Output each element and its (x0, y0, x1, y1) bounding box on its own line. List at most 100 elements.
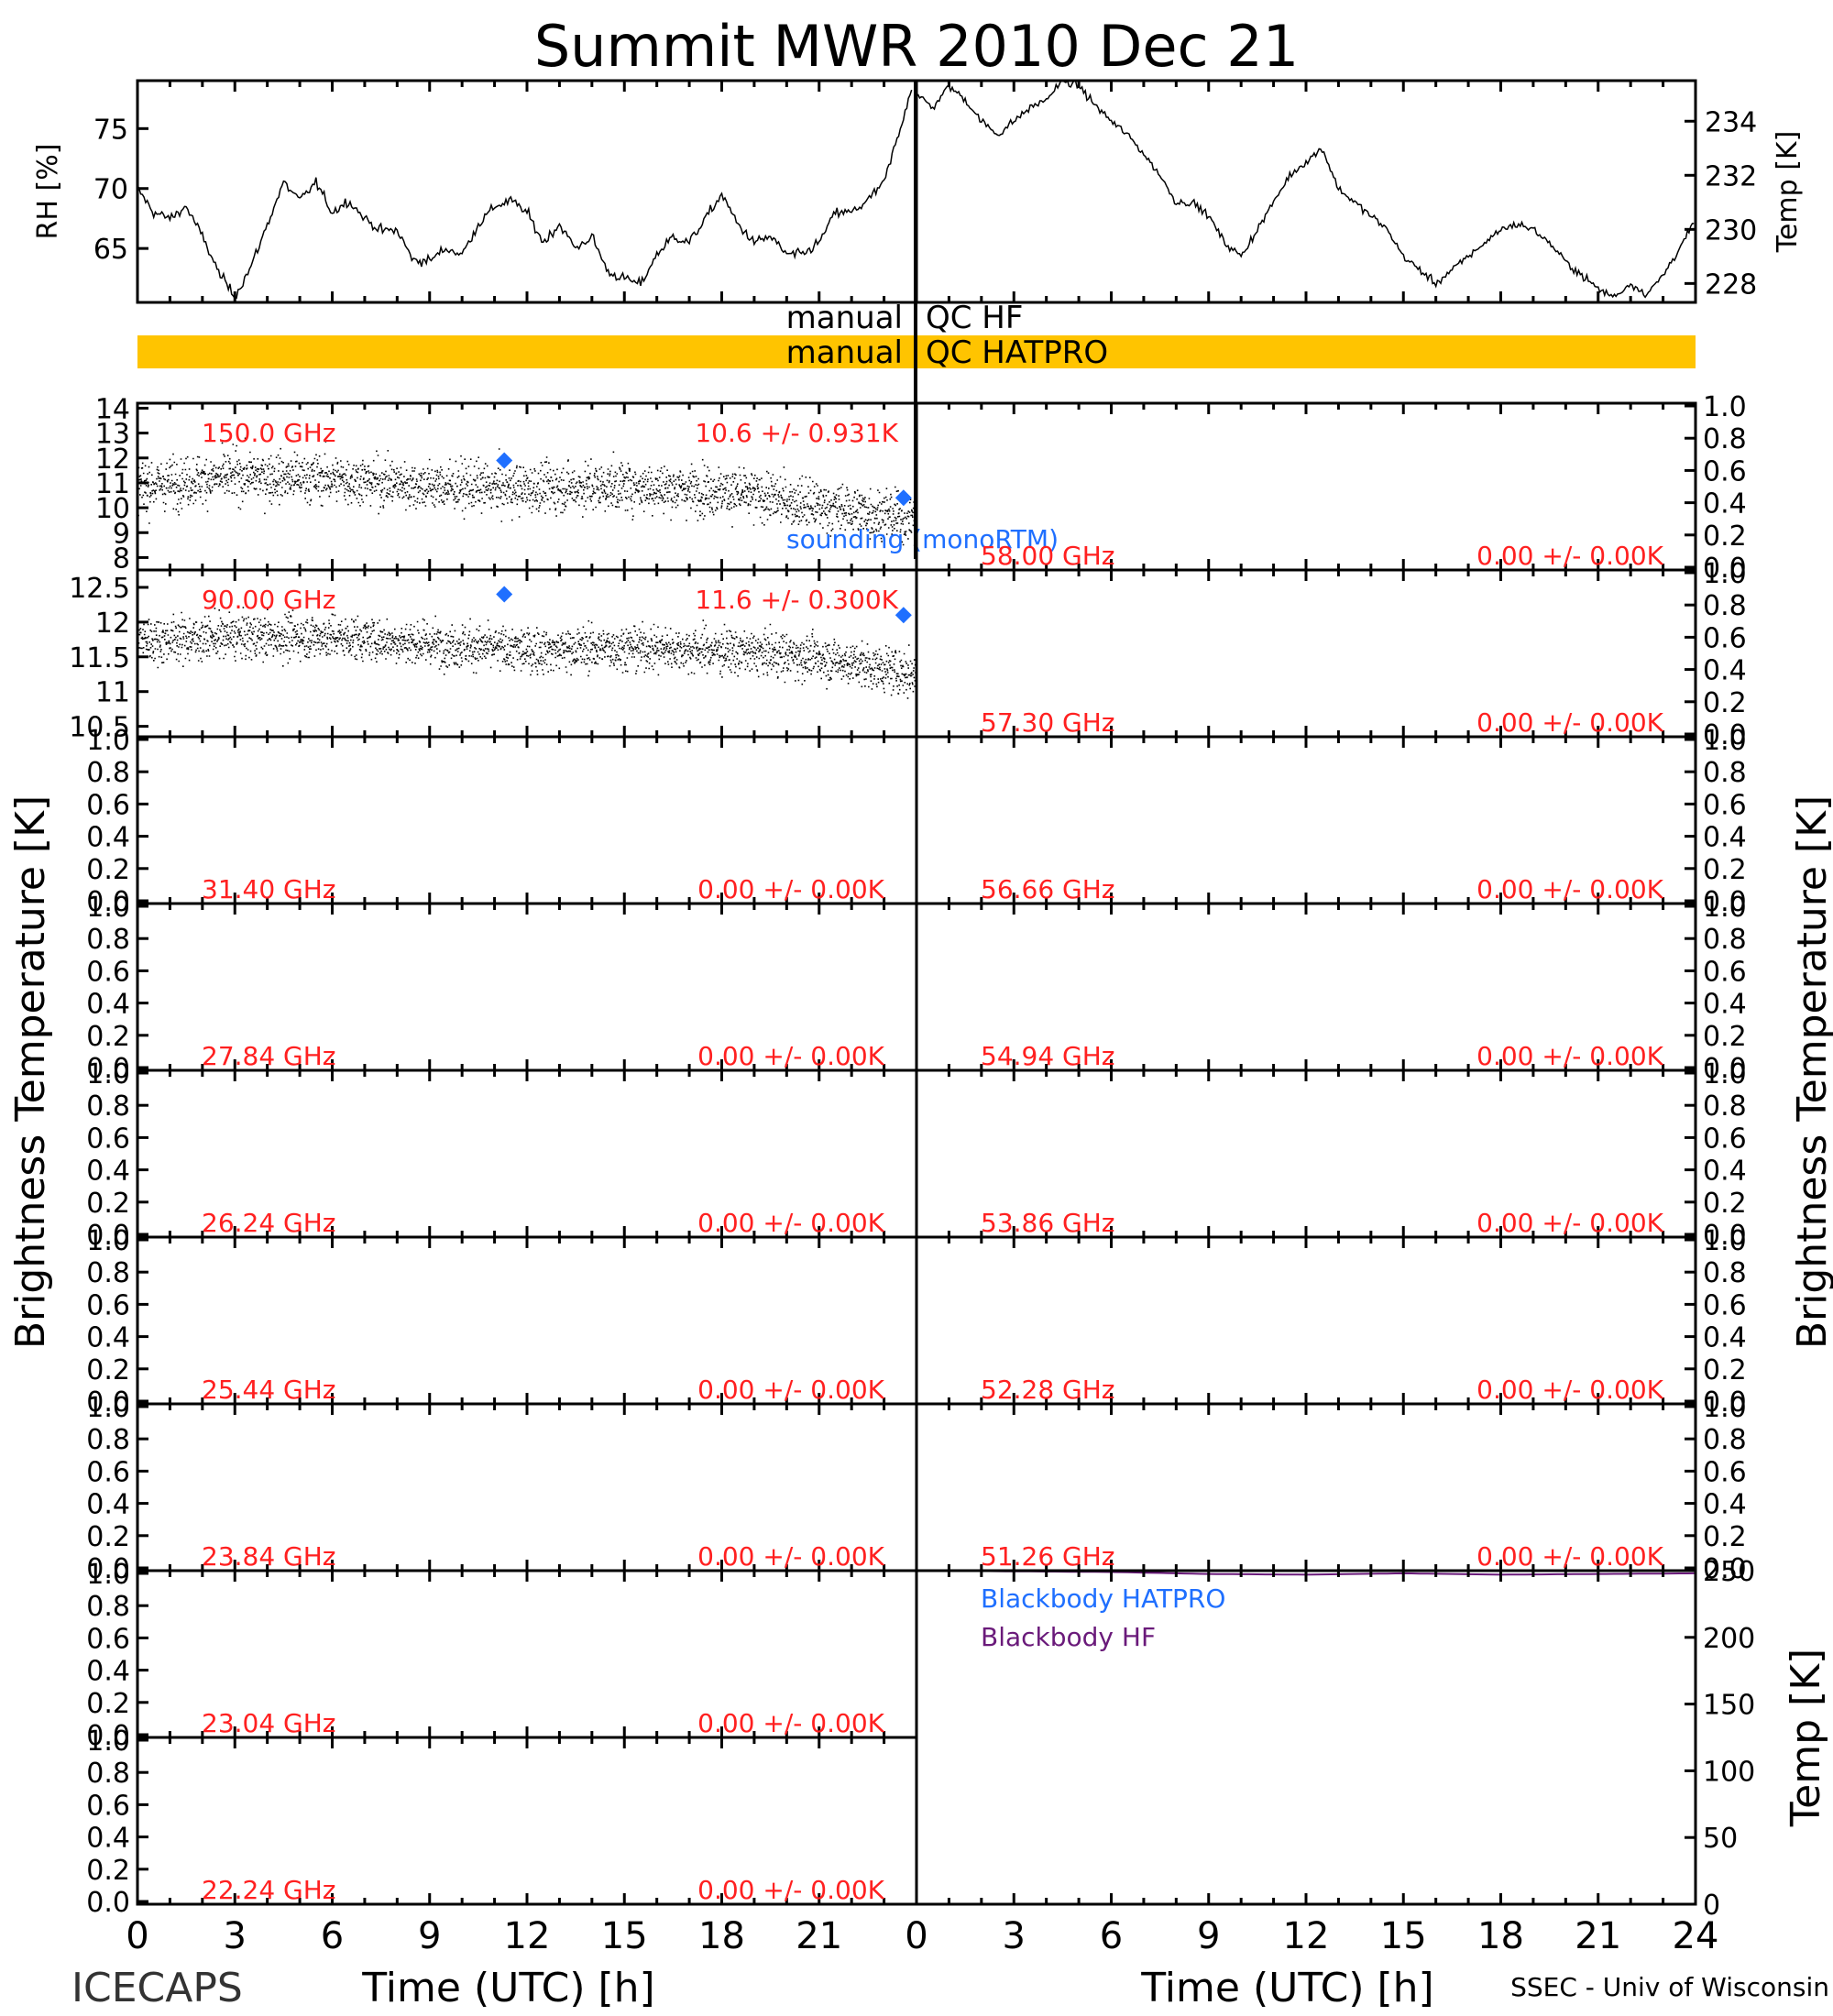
x-tick-label: 3 (1003, 1915, 1026, 1957)
right-panel-0-ytick-label: 0.4 (1703, 488, 1747, 520)
ch_150-ytick-label: 14 (95, 393, 130, 425)
left-panel-2-ytick-label: 1.0 (86, 1058, 130, 1090)
right-panel-freq-label: 53.86 GHz (981, 1208, 1115, 1238)
right-panel-0-ytick-label: 0.8 (1703, 423, 1747, 455)
left-panel-freq-label: 26.24 GHz (202, 1208, 336, 1238)
left-panel-freq-label: 31.40 GHz (202, 874, 336, 904)
left-panel-5-ytick-label: 0.2 (86, 1688, 130, 1720)
ch_90-ytick-label: 11 (95, 677, 130, 709)
blackbody-hf-legend: Blackbody HF (981, 1622, 1156, 1652)
left-panel-0-ytick-label: 0.4 (86, 822, 130, 854)
bt-ylabel-left: Brightness Temperature [K] (7, 795, 54, 1349)
left-panel-0-ytick-label: 0.2 (86, 854, 130, 886)
left-panel-stats-label: 0.00 +/- 0.00K (697, 1541, 884, 1572)
right-panel-0-ytick-label: 0.6 (1703, 455, 1747, 488)
blackbody-ytick-label: 200 (1703, 1623, 1755, 1655)
right-panel-stats-label: 0.00 +/- 0.00K (1476, 1041, 1663, 1071)
right-panel-2-ytick-label: 1.0 (1703, 725, 1747, 757)
right-panel-3-ytick-label: 0.4 (1703, 989, 1747, 1021)
left-panel-1-ytick-label: 0.4 (86, 989, 130, 1021)
right-panel-4-ytick-label: 0.0 (1703, 1220, 1747, 1252)
left-panel-0-ytick-label: 0.0 (86, 886, 130, 918)
right-panel-2-ytick-label: 0.4 (1703, 822, 1747, 854)
left-panel-stats-label: 0.00 +/- 0.00K (697, 1208, 884, 1238)
left-panel-freq-label: 22.24 GHz (202, 1875, 336, 1905)
qc-hf-left-label: manual (786, 300, 903, 336)
right-panel-freq-label: 57.30 GHz (981, 707, 1115, 738)
right-panel-2-ytick-label: 0.8 (1703, 757, 1747, 789)
left-panel-0-ytick-label: 0.6 (86, 789, 130, 821)
left-panel-6-ytick-label: 1.0 (86, 1726, 130, 1758)
blackbody-ytick-label: 100 (1703, 1756, 1755, 1788)
x-tick-label: 12 (1283, 1915, 1330, 1957)
blackbody-ytick-label: 0 (1703, 1890, 1720, 1922)
left-panel-5-ytick-label: 0.0 (86, 1720, 130, 1752)
blackbody-ytick-label: 150 (1703, 1690, 1755, 1722)
left-panel-6-ytick-label: 0.6 (86, 1790, 130, 1822)
right-panel-3-ytick-label: 0.2 (1703, 1021, 1747, 1053)
right-panel-5-ytick-label: 0.6 (1703, 1289, 1747, 1321)
right-panel-0-ytick-label: 1.0 (1703, 391, 1747, 423)
temp-ytick-label: 232 (1705, 160, 1757, 192)
right-panel-4-ytick-label: 0.4 (1703, 1156, 1747, 1188)
right-panel-3-ytick-label: 0.0 (1703, 1053, 1747, 1085)
left-panel-5-ytick-label: 0.6 (86, 1623, 130, 1655)
x-tick-label: 9 (418, 1915, 441, 1957)
ch_150-scatter-points (137, 437, 916, 546)
left-panel-3-ytick-label: 1.0 (86, 1225, 130, 1257)
right-panel-stats-label: 0.00 +/- 0.00K (1476, 1375, 1663, 1405)
right-panel-4-ytick-label: 0.8 (1703, 1090, 1747, 1123)
right-panel-5-ytick-label: 0.2 (1703, 1354, 1747, 1386)
ch_150-sounding-marker (496, 452, 513, 469)
right-panel-freq-label: 58.00 GHz (981, 541, 1115, 571)
right-panel-5-ytick-label: 0.0 (1703, 1386, 1747, 1419)
temp-ytick-label: 228 (1705, 268, 1757, 301)
right-panel-6-ytick-label: 0.2 (1703, 1521, 1747, 1553)
left-panel-0-ytick-label: 0.8 (86, 757, 130, 789)
x-tick-label: 24 (1673, 1915, 1719, 1957)
left-panel-2-ytick-label: 0.2 (86, 1188, 130, 1220)
right-panel-freq-label: 56.66 GHz (981, 874, 1115, 904)
left-panel-4-ytick-label: 1.0 (86, 1392, 130, 1424)
rh-ylabel: RH [%] (32, 144, 64, 240)
left-panel-freq-label: 23.84 GHz (202, 1541, 336, 1572)
x-tick-label: 3 (224, 1915, 247, 1957)
left-panel-1-ytick-label: 0.8 (86, 924, 130, 956)
figure-title: Summit MWR 2010 Dec 21 (534, 13, 1299, 80)
temp-ytick-label: 234 (1705, 106, 1757, 138)
right-panel-6-ytick-label: 1.0 (1703, 1392, 1747, 1424)
right-panel-6-ytick-label: 0.8 (1703, 1424, 1747, 1456)
right-panel-4-ytick-label: 0.2 (1703, 1188, 1747, 1220)
left-panel-4-ytick-label: 0.6 (86, 1456, 130, 1488)
right-panel-6-ytick-label: 0.0 (1703, 1553, 1747, 1585)
blackbody-hatpro-legend: Blackbody HATPRO (981, 1583, 1225, 1614)
left-panel-6-ytick-label: 0.0 (86, 1887, 130, 1919)
x-tick-label: 18 (698, 1915, 745, 1957)
left-panel-4-ytick-label: 0.0 (86, 1553, 130, 1585)
x-tick-label: 15 (1380, 1915, 1427, 1957)
ch_90-stats-label: 11.6 +/- 0.300K (695, 585, 898, 615)
ch_150-stats-label: 10.6 +/- 0.931K (695, 418, 898, 448)
right-panel-stats-label: 0.00 +/- 0.00K (1476, 874, 1663, 904)
x-tick-label: 6 (321, 1915, 344, 1957)
left-panel-1-ytick-label: 0.6 (86, 956, 130, 988)
right-panel-1-ytick-label: 0.4 (1703, 655, 1747, 687)
right-panel-6-ytick-label: 0.4 (1703, 1489, 1747, 1521)
sounding-legend-label: sounding (monoRTM) (786, 524, 1059, 554)
right-panel-stats-label: 0.00 +/- 0.00K (1476, 541, 1663, 571)
left-panel-4-ytick-label: 0.2 (86, 1521, 130, 1553)
right-panel-2-ytick-label: 0.2 (1703, 854, 1747, 886)
rh-series-line (137, 89, 913, 300)
x-axis-label: Time (UTC) [h] (361, 1965, 654, 2011)
left-panel-3-ytick-label: 0.0 (86, 1386, 130, 1419)
left-panel-2-ytick-label: 0.0 (86, 1220, 130, 1252)
rh-ytick-label: 65 (93, 234, 128, 266)
right-panel-2-ytick-label: 0.6 (1703, 789, 1747, 821)
temp-ytick-label: 230 (1705, 214, 1757, 247)
x-axis-label: Time (UTC) [h] (1140, 1965, 1433, 2011)
ch_150-ytick-label: 11 (95, 468, 130, 500)
blackbody-ytick-label: 50 (1703, 1823, 1738, 1855)
left-panel-3-ytick-label: 0.8 (86, 1257, 130, 1289)
right-panel-0-ytick-label: 0.2 (1703, 520, 1747, 553)
